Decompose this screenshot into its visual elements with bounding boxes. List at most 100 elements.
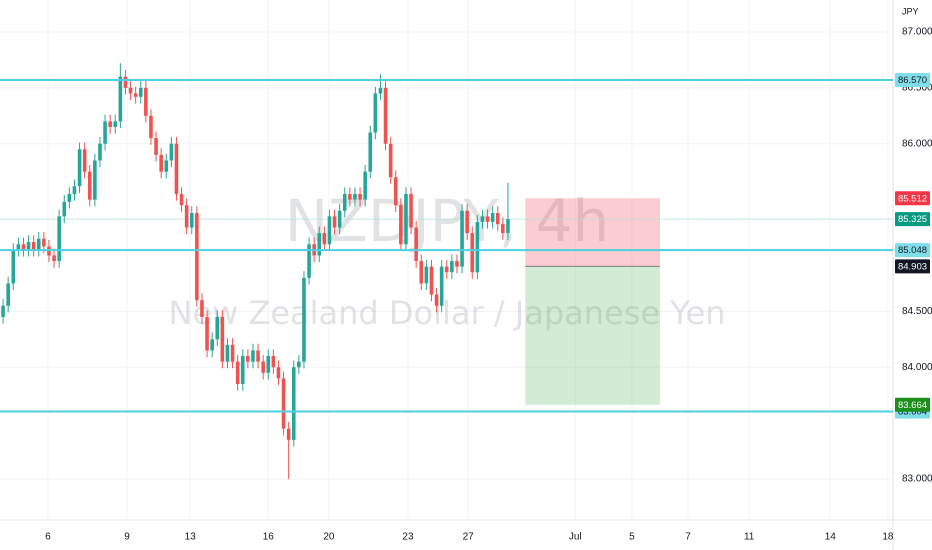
candle-body — [465, 210, 469, 234]
candle-body — [87, 171, 92, 200]
candle-body — [444, 266, 449, 273]
candle-body — [220, 316, 225, 362]
candle-body — [36, 238, 41, 250]
candle-body — [353, 194, 357, 200]
candle-body — [266, 356, 271, 373]
candle-body — [378, 87, 383, 94]
candle-body — [42, 238, 46, 247]
candle-body — [1, 305, 5, 317]
y-tick-label: 84.000 — [902, 362, 932, 373]
x-tick-label: 27 — [463, 532, 475, 543]
candle-body — [133, 93, 138, 97]
target-tag — [895, 397, 930, 412]
candle-body — [235, 361, 240, 384]
candle-body — [261, 361, 265, 373]
candle-body — [383, 87, 388, 144]
watermark-description: New Zealand Dollar / Japanese Yen — [168, 294, 725, 332]
candle-body — [439, 266, 444, 306]
candle-body — [297, 361, 301, 368]
candle-body — [57, 216, 61, 262]
x-tick-label: 20 — [323, 532, 335, 543]
last-price-tag-label: 85.325 — [898, 214, 927, 225]
candle-body — [225, 344, 230, 362]
candle-body — [230, 344, 235, 362]
candle-body — [164, 160, 169, 172]
candle-body — [205, 316, 209, 351]
candle-body — [373, 93, 378, 133]
stop-tag-label: 85.512 — [898, 193, 927, 204]
candle-body — [123, 76, 128, 88]
candle-body — [138, 87, 143, 97]
candle-body — [286, 428, 291, 440]
x-tick-label: 9 — [124, 532, 130, 543]
candle-body — [470, 233, 475, 273]
candle-body — [363, 171, 367, 200]
x-tick-label: 13 — [185, 532, 197, 543]
candle-body — [404, 194, 408, 245]
y-tick-label: 83.000 — [902, 474, 932, 485]
candle-body — [21, 244, 26, 250]
x-tick-label: Jul — [569, 532, 582, 543]
candle-body — [195, 213, 199, 301]
candle-body — [154, 138, 158, 155]
candle-body — [419, 261, 424, 284]
candle-body — [118, 76, 123, 122]
x-tick-label: 5 — [629, 532, 635, 543]
y-tick-label: 87.000 — [902, 27, 932, 38]
candle-body — [256, 350, 260, 362]
candle-body — [98, 143, 102, 161]
candle-body — [337, 210, 342, 228]
candle-body — [460, 210, 464, 267]
candle-body — [490, 213, 495, 222]
x-tick-label: 7 — [685, 532, 691, 543]
candle-body — [495, 213, 500, 225]
candle-body — [128, 87, 133, 94]
y-tick-label: 86.000 — [902, 138, 932, 149]
entry-tag — [895, 259, 930, 274]
candle-body — [246, 356, 250, 362]
candle-body — [317, 233, 322, 256]
target-zone — [525, 266, 660, 405]
candle-body — [179, 194, 184, 206]
candle-body — [184, 205, 189, 228]
candle-body — [485, 216, 490, 222]
candle-body — [169, 143, 174, 161]
candle-body — [327, 216, 332, 245]
candle-body — [6, 283, 10, 306]
stop-tag — [895, 191, 930, 206]
x-tick-label: 16 — [263, 532, 275, 543]
candle-body — [215, 316, 220, 340]
candle-body — [11, 249, 16, 284]
target-tag-label: 83.664 — [898, 400, 927, 411]
candle-body — [393, 177, 398, 206]
candle-body — [31, 242, 36, 250]
candle-body — [455, 261, 459, 267]
candle-body — [72, 186, 77, 195]
candle-body — [424, 266, 429, 284]
candle-body — [291, 367, 296, 440]
candle-body — [480, 216, 485, 222]
candle-body — [399, 205, 403, 245]
candle-body — [149, 115, 153, 139]
candle-body — [52, 255, 56, 262]
candle-body — [429, 266, 434, 295]
candle-body — [450, 261, 454, 273]
candle-body — [368, 132, 373, 172]
candle-body — [93, 160, 97, 200]
candle-body — [189, 213, 194, 228]
candle-body — [271, 356, 276, 368]
candle-body — [332, 216, 337, 228]
x-tick-label: 6 — [45, 532, 51, 543]
candle-body — [342, 194, 347, 211]
level-tag — [895, 73, 930, 88]
level-tag-label: 86.570 — [898, 75, 927, 86]
x-tick-label: 11 — [744, 532, 755, 543]
last-price-tag — [895, 212, 930, 227]
candle-body — [409, 194, 413, 228]
candle-body — [159, 154, 163, 172]
level-tag-label: 83.604 — [898, 407, 927, 418]
candle-body — [281, 378, 286, 429]
stop-zone — [525, 198, 660, 267]
